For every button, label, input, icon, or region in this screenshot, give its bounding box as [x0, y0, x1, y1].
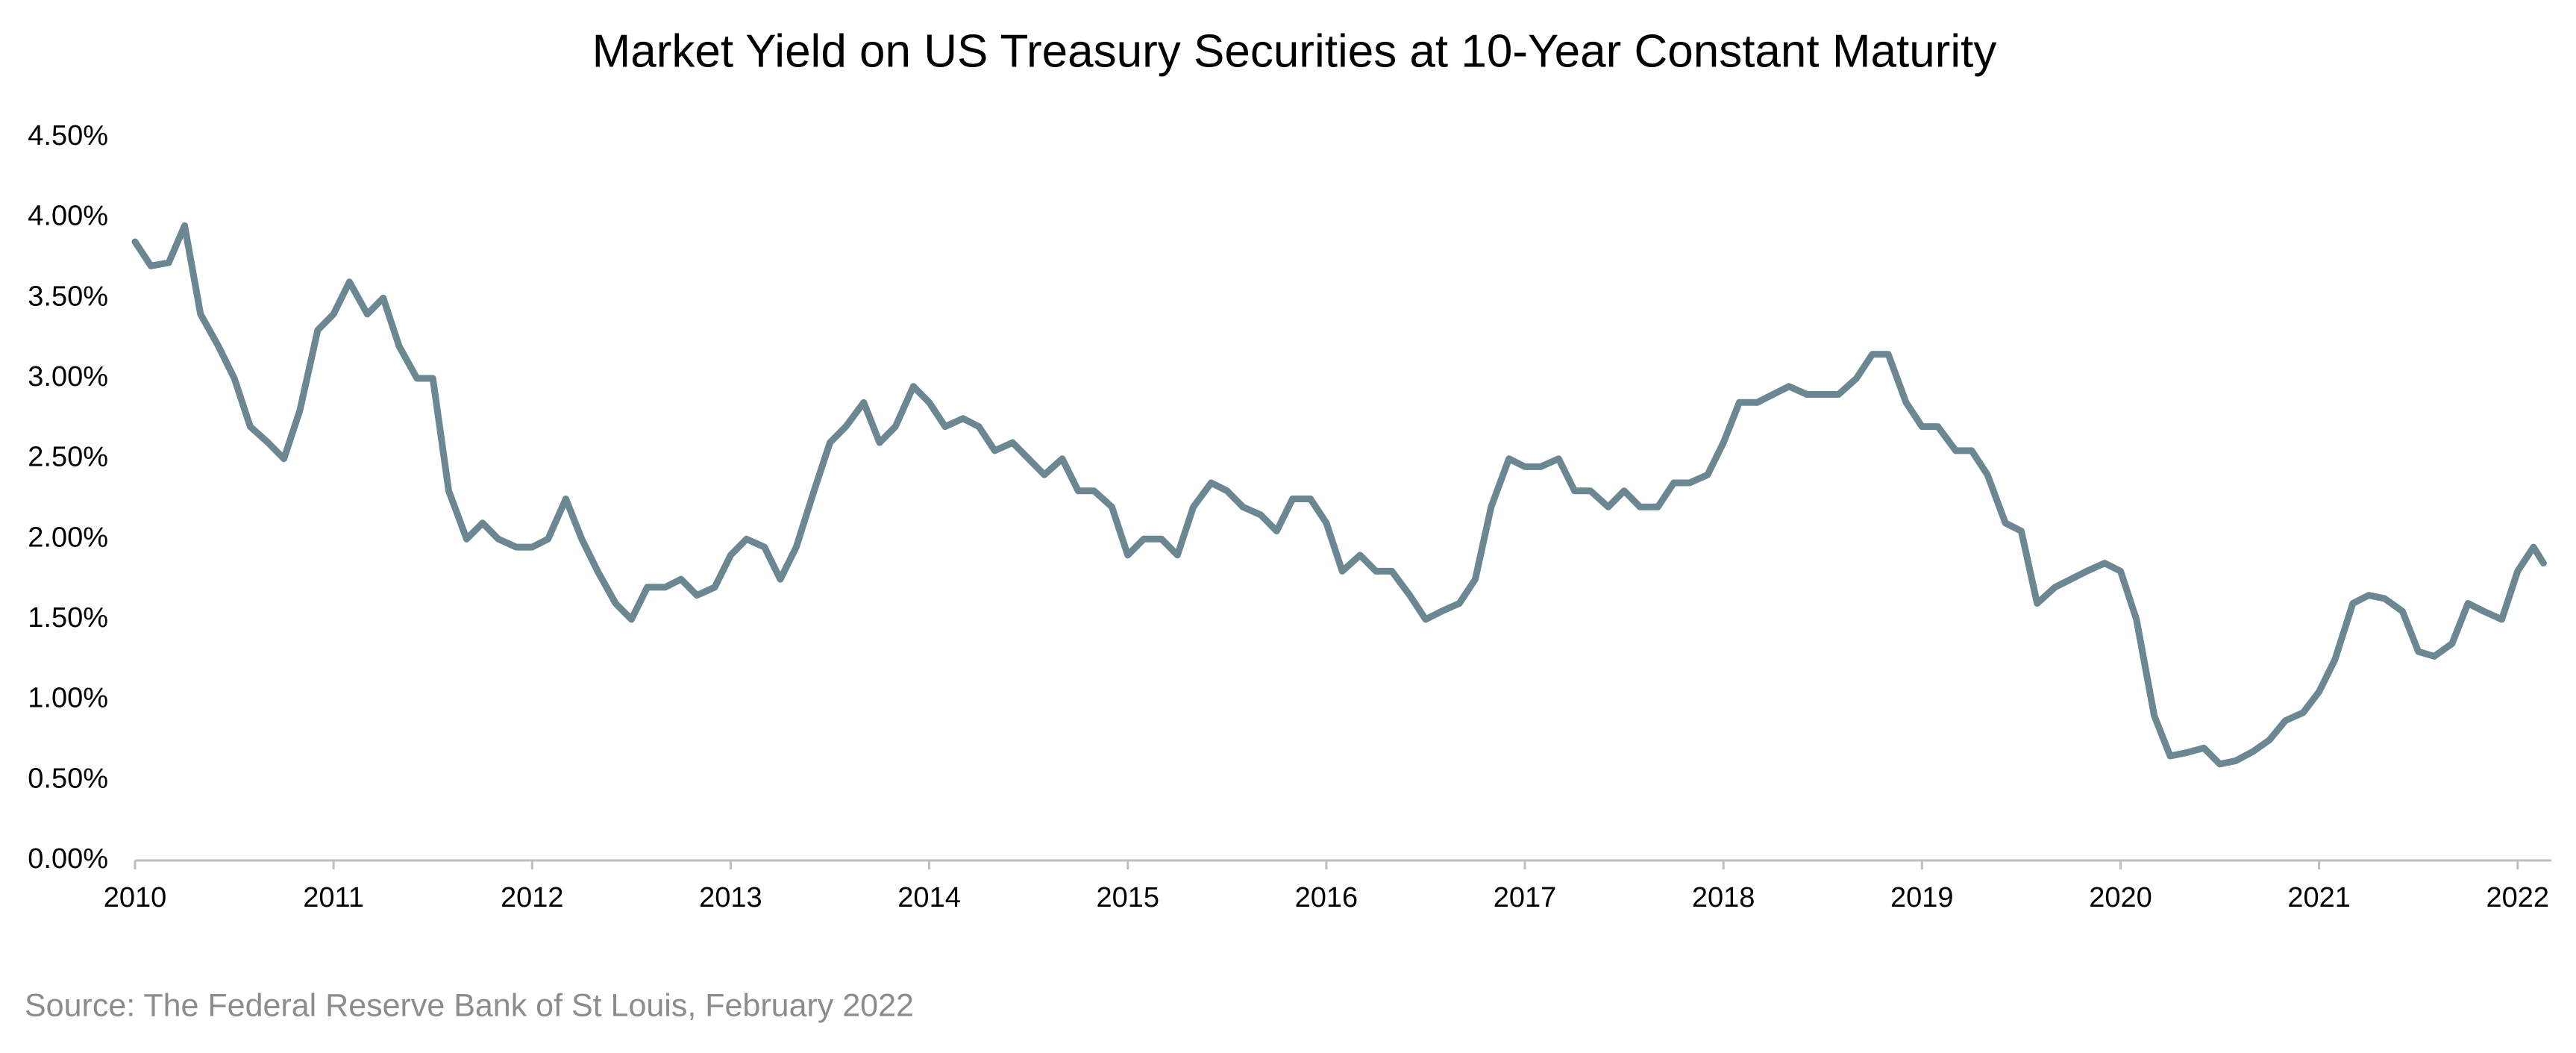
x-tick-label: 2018	[1692, 882, 1755, 913]
x-tick-label: 2017	[1494, 882, 1557, 913]
x-tick-label: 2012	[501, 882, 564, 913]
x-tick-label: 2022	[2486, 882, 2549, 913]
x-tick-label: 2013	[699, 882, 762, 913]
x-tick-label: 2015	[1096, 882, 1159, 913]
source-note: Source: The Federal Reserve Bank of St L…	[25, 987, 914, 1023]
x-tick-label: 2020	[2089, 882, 2152, 913]
x-tick-label: 2016	[1295, 882, 1358, 913]
y-tick-label: 2.00%	[28, 522, 108, 553]
x-tick-label: 2011	[303, 882, 364, 913]
y-tick-label: 1.50%	[28, 602, 108, 634]
x-tick-label: 2014	[897, 882, 961, 913]
y-tick-label: 0.50%	[28, 763, 108, 794]
y-tick-label: 3.50%	[28, 281, 108, 312]
y-tick-label: 3.00%	[28, 361, 108, 393]
chart-title: Market Yield on US Treasury Securities a…	[592, 25, 1997, 77]
x-tick-label: 2019	[1890, 882, 1954, 913]
y-tick-label: 4.50%	[28, 120, 108, 151]
y-tick-label: 2.50%	[28, 442, 108, 473]
y-tick-label: 0.00%	[28, 843, 108, 875]
y-tick-label: 1.00%	[28, 683, 108, 714]
x-tick-label: 2021	[2287, 882, 2351, 913]
line-series	[131, 222, 2547, 768]
x-tick-label: 2010	[104, 882, 167, 913]
y-tick-label: 4.00%	[28, 201, 108, 232]
